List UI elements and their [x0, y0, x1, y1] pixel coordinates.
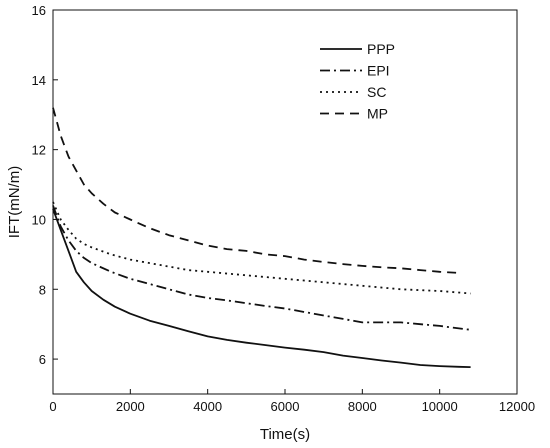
y-tick-label: 12 — [32, 143, 46, 158]
y-tick-label: 6 — [39, 352, 46, 367]
x-tick-label: 6000 — [271, 399, 300, 414]
series-line-sc — [52, 201, 471, 295]
x-axis-title: Time(s) — [260, 426, 310, 443]
y-tick-label: 8 — [39, 282, 46, 297]
legend-label-epi: EPI — [367, 63, 390, 79]
series-layer — [52, 107, 471, 368]
x-tick-label: 8000 — [348, 399, 377, 414]
x-tick-label: 2000 — [116, 399, 145, 414]
legend-label-mp: MP — [367, 106, 388, 122]
legend-label-sc: SC — [367, 84, 386, 100]
x-tick-label: 4000 — [193, 399, 222, 414]
series-line-mp — [52, 107, 460, 274]
y-axis-title: IFT(mN/m) — [6, 166, 23, 238]
legend: PPP EPI SC MP — [320, 41, 395, 122]
x-tick-label: 0 — [49, 399, 56, 414]
y-tick-label: 14 — [32, 73, 46, 88]
legend-label-ppp: PPP — [367, 41, 395, 57]
x-tick-label: 10000 — [422, 399, 458, 414]
y-tick-label: 10 — [32, 212, 46, 227]
x-tick-label: 12000 — [499, 399, 535, 414]
plot-frame — [52, 9, 518, 395]
y-axis-ticks: 6 8 10 12 14 16 — [32, 3, 58, 367]
series-line-epi — [52, 205, 471, 331]
series-line-ppp — [52, 208, 471, 368]
y-tick-label: 16 — [32, 3, 46, 18]
x-axis-ticks: 0 2000 4000 6000 8000 10000 12000 — [49, 389, 535, 414]
